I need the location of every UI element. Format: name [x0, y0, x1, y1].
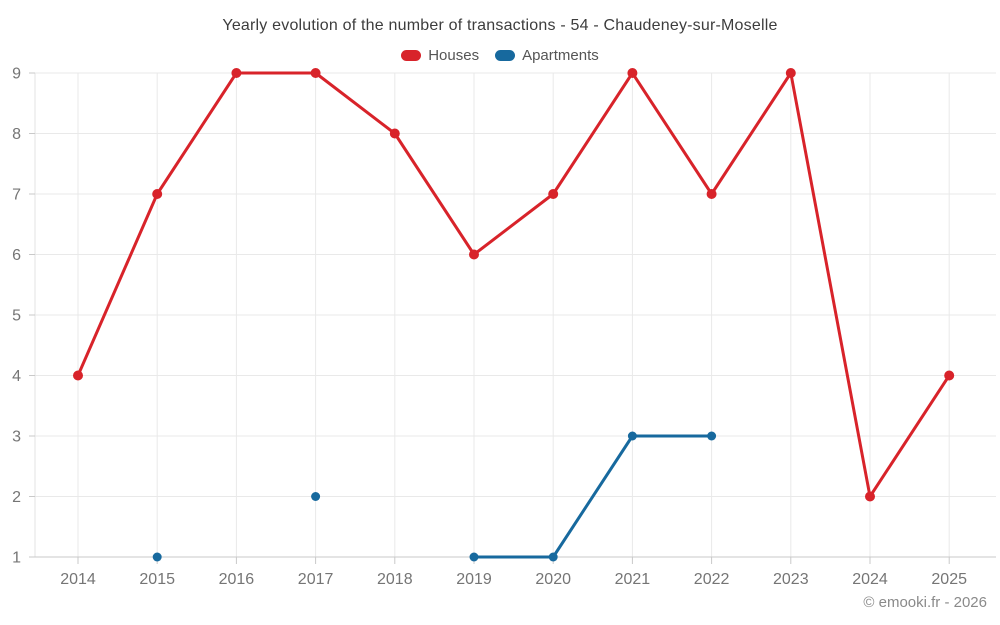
x-tick-label: 2017: [298, 571, 334, 588]
series-line: [472, 434, 714, 559]
data-point-houses-2017[interactable]: [310, 68, 321, 78]
legend-label-apartments: Apartments: [522, 47, 599, 64]
y-tick-label: 6: [12, 247, 21, 264]
y-tick-label: 4: [12, 368, 21, 385]
data-point-houses-2020[interactable]: [548, 189, 559, 199]
data-point-apartments-2017[interactable]: [311, 492, 321, 501]
series-apartments: [152, 431, 717, 562]
x-tick-label: 2024: [852, 571, 888, 588]
series-houses: [73, 68, 955, 502]
legend: Houses Apartments: [0, 47, 1000, 64]
x-tick-label: 2016: [219, 571, 255, 588]
data-point-apartments-2015[interactable]: [152, 552, 162, 562]
data-point-houses-2023[interactable]: [785, 68, 796, 78]
x-axis-labels: 2014 2015 2016 2017 2018 2019 2020 2021 2022 2023…: [60, 571, 967, 588]
axes: [29, 72, 996, 564]
data-point-apartments-2022[interactable]: [707, 431, 717, 441]
x-tick-label: 2019: [456, 571, 492, 588]
data-point-houses-2022[interactable]: [706, 189, 717, 199]
x-tick-label: 2023: [773, 571, 809, 588]
data-point-houses-2024[interactable]: [865, 491, 875, 502]
data-point-houses-2015[interactable]: [152, 189, 163, 199]
data-point-houses-2019[interactable]: [469, 249, 479, 260]
apartments-swatch-icon: [495, 50, 516, 61]
houses-swatch-icon: [401, 50, 422, 61]
data-point-apartments-2020[interactable]: [548, 552, 558, 562]
y-tick-label: 8: [12, 126, 21, 143]
data-point-apartments-2019[interactable]: [469, 552, 479, 562]
x-tick-label: 2014: [60, 571, 96, 588]
y-tick-label: 7: [12, 187, 21, 204]
data-point-houses-2014[interactable]: [73, 370, 83, 381]
data-point-houses-2016[interactable]: [231, 68, 242, 78]
y-tick-label: 5: [12, 308, 21, 325]
legend-label-houses: Houses: [428, 47, 480, 64]
y-tick-label: 9: [12, 66, 21, 83]
y-tick-label: 1: [12, 550, 21, 567]
data-point-houses-2018[interactable]: [389, 128, 400, 139]
x-tick-label: 2022: [694, 571, 730, 588]
gridlines: [35, 72, 996, 557]
y-axis-labels: 1 2 3 4 5 6 7 8 9: [12, 66, 21, 567]
chart-title: Yearly evolution of the number of transa…: [222, 17, 778, 34]
y-tick-label: 2: [12, 489, 21, 506]
data-point-apartments-2021[interactable]: [627, 431, 637, 441]
data-point-houses-2021[interactable]: [627, 68, 638, 78]
data-point-houses-2025[interactable]: [944, 370, 955, 381]
y-tick-label: 3: [12, 429, 21, 446]
legend-item-houses[interactable]: Houses: [401, 47, 479, 64]
x-tick-label: 2021: [615, 571, 651, 588]
x-tick-label: 2018: [377, 571, 413, 588]
legend-item-apartments[interactable]: Apartments: [495, 47, 599, 64]
x-tick-label: 2015: [139, 571, 175, 588]
x-tick-label: 2020: [535, 571, 571, 588]
credit-watermark: © emooki.fr - 2026: [863, 594, 987, 611]
series-line: [76, 71, 951, 498]
x-tick-label: 2025: [931, 571, 967, 588]
